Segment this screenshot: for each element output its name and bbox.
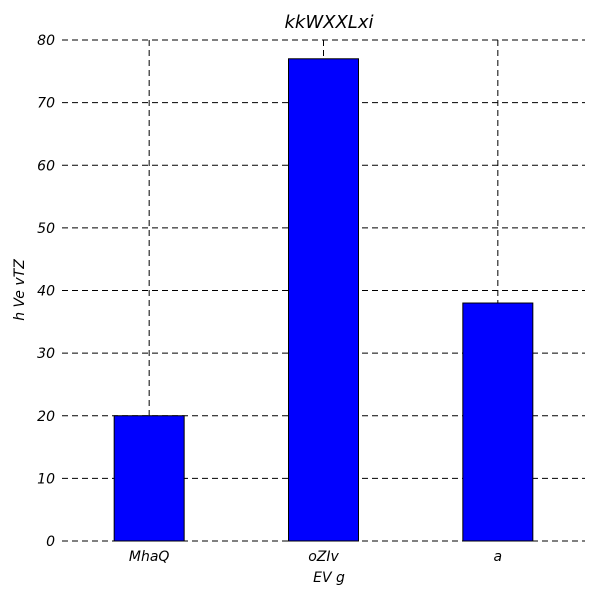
y-tick-label: 60 [37,158,55,174]
x-tick-label: oZIv [308,549,339,565]
y-tick-label: 20 [37,409,55,425]
y-tick-label: 70 [37,96,55,112]
y-axis-label: h Ve vTZ [12,259,28,321]
y-tick-label: 0 [46,534,55,550]
bar-a [462,302,534,542]
bar-MhaQ [113,415,185,542]
y-tick-label: 10 [37,471,55,487]
bars-layer [113,58,534,542]
y-tick-label: 30 [37,346,55,362]
chart-title: kkWXXLxi [285,12,374,33]
y-tick-label: 40 [37,284,55,300]
y-tick-label: 50 [37,221,55,237]
y-tick-label: 80 [37,33,55,49]
x-ticks: MhaQ oZIv a [129,549,502,565]
y-ticks: 0 10 20 30 40 50 60 70 80 [37,33,55,550]
x-axis-label: EV g [313,570,345,586]
x-tick-label: MhaQ [129,549,170,565]
bar-oZIv [288,58,359,542]
x-tick-label: a [494,549,503,565]
